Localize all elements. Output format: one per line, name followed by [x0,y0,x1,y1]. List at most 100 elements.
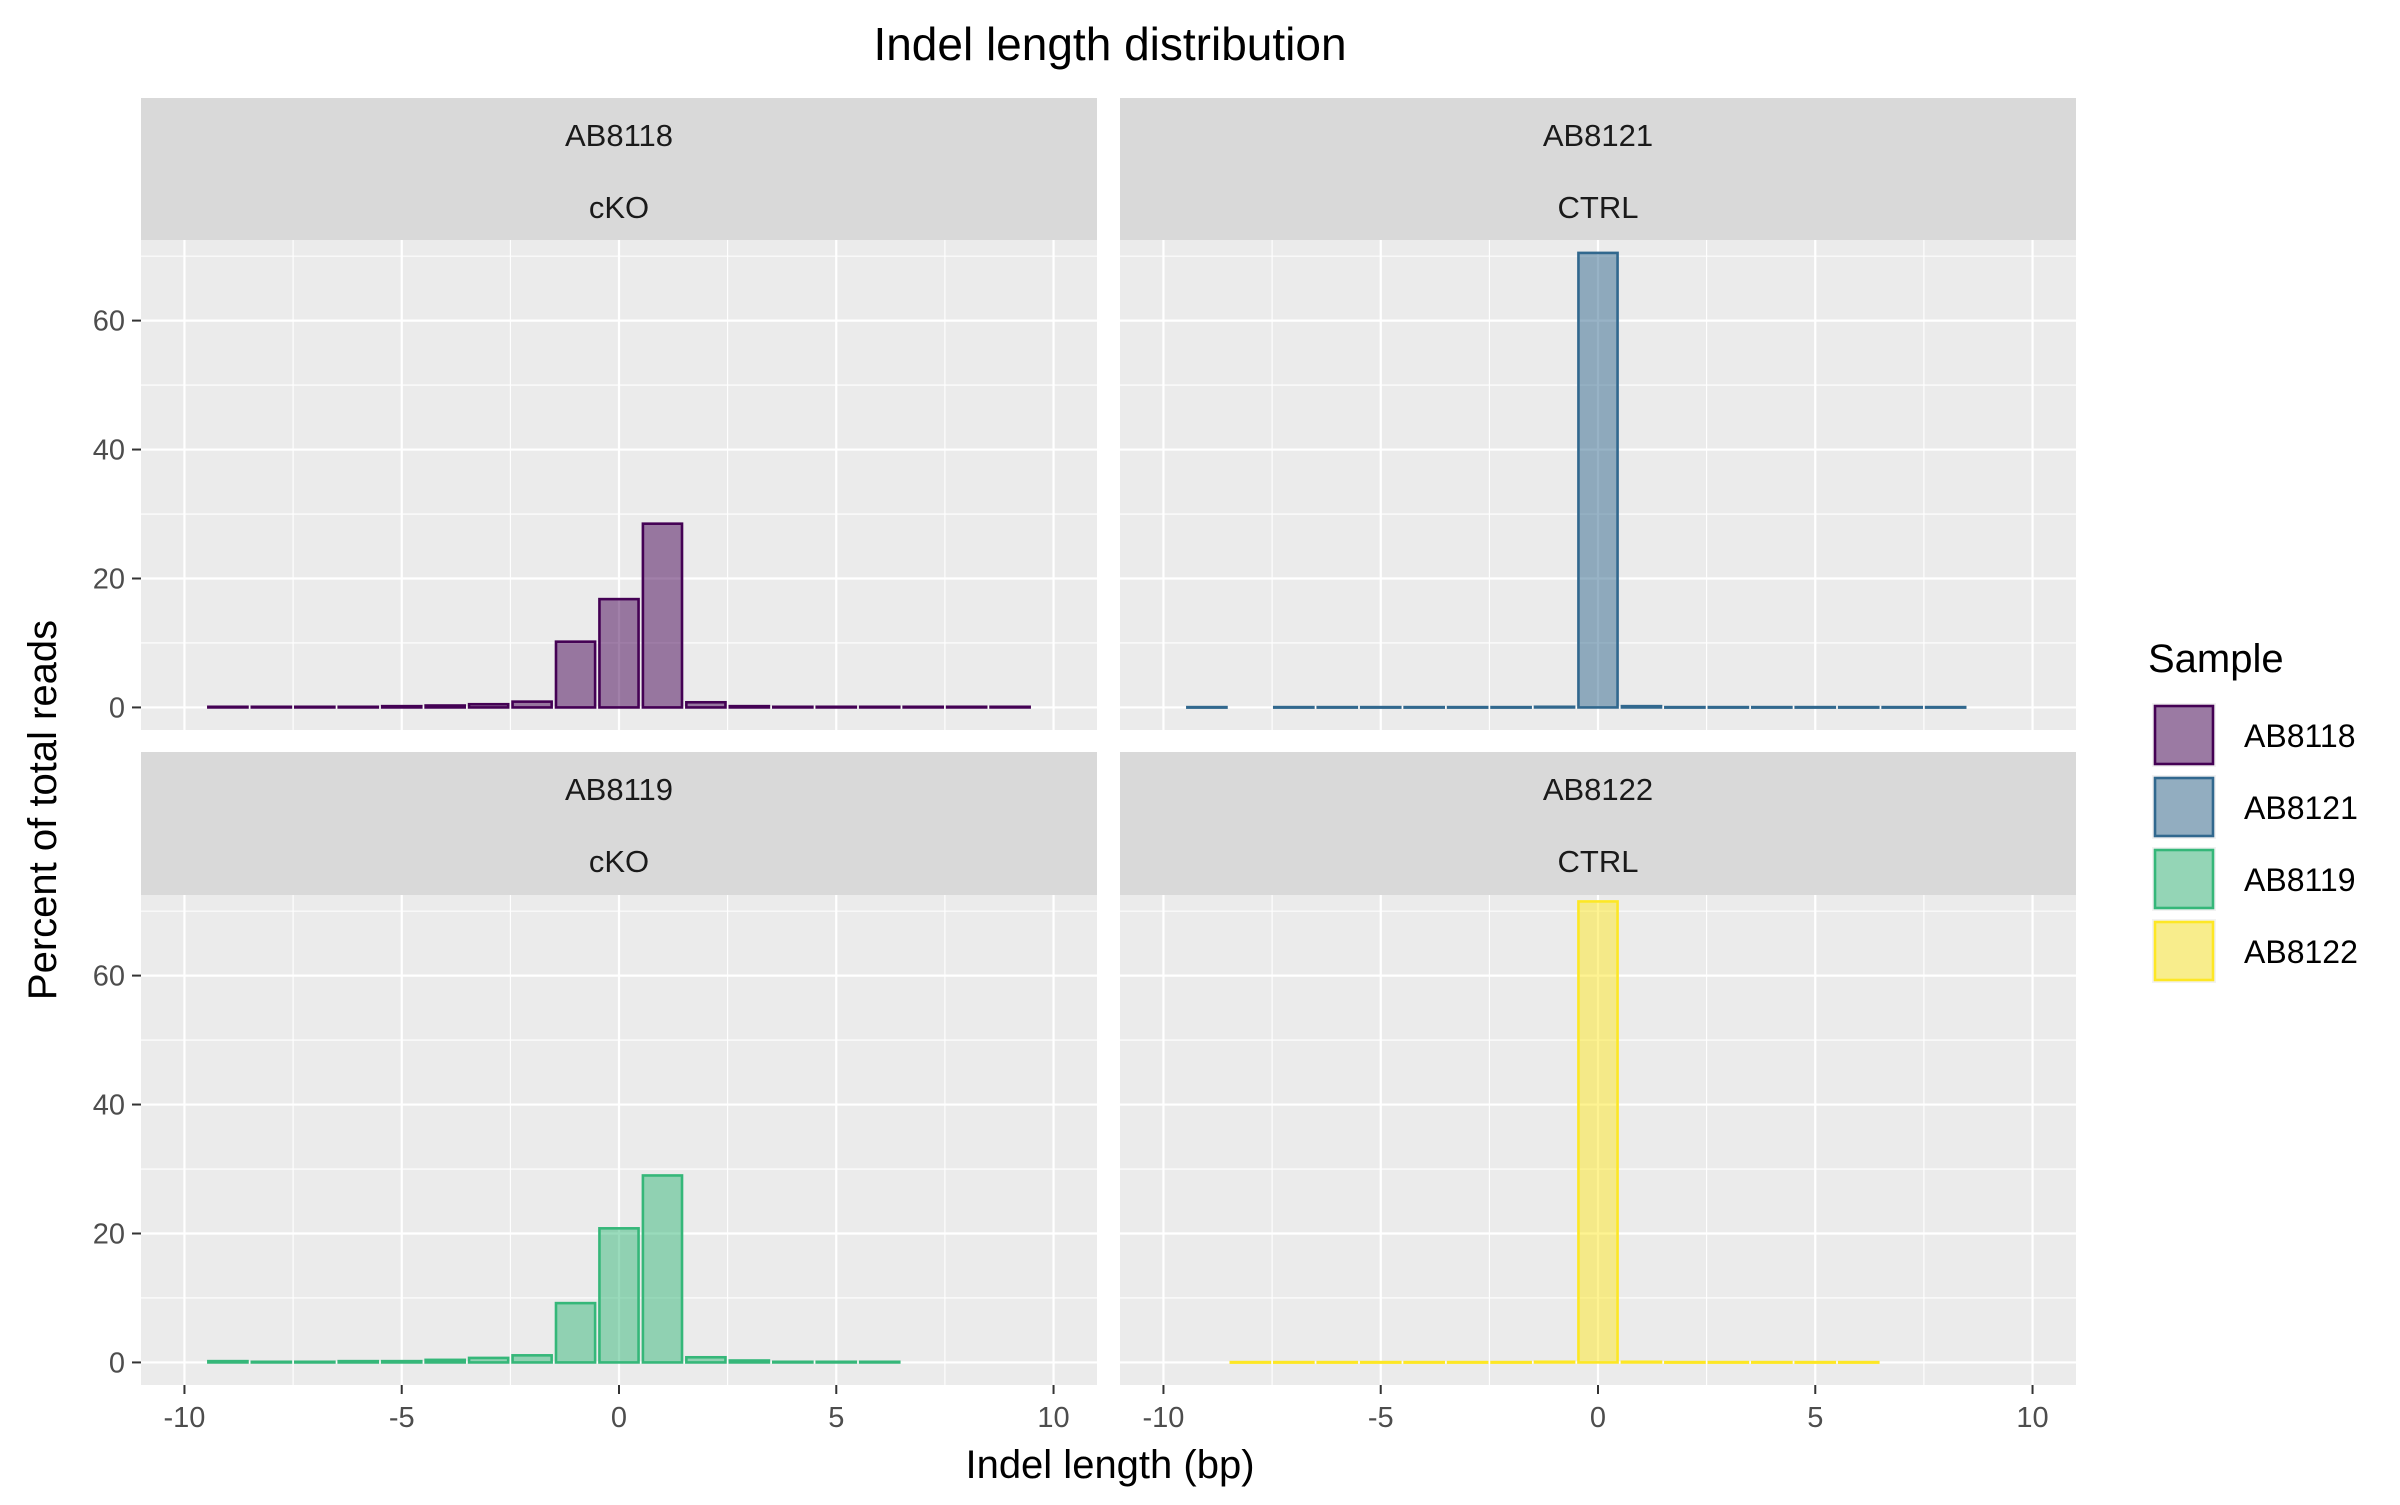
histogram-bar [1837,705,1880,709]
histogram-bar [945,705,988,709]
histogram-bar [1750,1360,1793,1364]
histogram-bar [1881,705,1924,709]
histogram-bar [858,1360,901,1364]
histogram-bar [1229,1360,1272,1364]
legend-label: AB8119 [2244,862,2356,898]
histogram-bar [380,1359,423,1364]
histogram-bar [467,1356,510,1364]
histogram-bar [1620,1360,1663,1364]
histogram-bar [1837,1360,1880,1364]
histogram-bar [728,1359,771,1364]
legend: Sample AB8118 AB8121 AB8119 AB8122 [2148,637,2358,983]
histogram-bar [1664,1360,1706,1364]
histogram-bar [380,704,423,709]
facet-strip-group-label: cKO [589,190,649,225]
facet-panel-ab8119: AB8119 cKO [141,752,1097,1385]
y-tick-label: 40 [93,1090,125,1122]
histogram-bar [424,704,467,709]
x-axis-title: Indel length (bp) [965,1443,1254,1487]
histogram-bar [1359,705,1402,709]
histogram-bar [293,1360,336,1364]
histogram-bar [1794,705,1837,709]
histogram-bar [1446,705,1489,709]
histogram-bar [424,1358,467,1364]
facet-strip-group-label: cKO [589,844,649,879]
histogram-bar [1664,705,1706,709]
facet-strip-sample-label: AB8119 [565,772,673,807]
x-tick-label: -10 [163,1402,205,1434]
histogram-bar [1794,1360,1837,1364]
histogram-bar [1316,1360,1359,1364]
histogram-bar [1316,705,1359,709]
x-tick-label: 10 [2016,1402,2048,1434]
histogram-bar [293,705,336,709]
legend-label: AB8121 [2244,790,2358,826]
histogram-bar [641,1174,684,1364]
histogram-bar [511,700,553,709]
y-tick-label: 60 [93,961,125,993]
legend-swatch [2153,776,2215,838]
legend-label: AB8122 [2244,934,2358,970]
legend-swatch [2153,920,2215,982]
histogram-bar [1272,1360,1315,1364]
facet-strip-sample-label: AB8121 [1543,118,1653,153]
legend-item-ab8118: AB8118 [2152,703,2356,767]
legend-label: AB8118 [2244,718,2356,754]
histogram-bar [1359,1360,1402,1364]
x-tick-label: -5 [1368,1402,1394,1434]
x-tick-label: -5 [389,1402,415,1434]
histogram-bar [1577,900,1619,1364]
facet-strip [1120,98,2076,240]
histogram-bar [1707,1360,1750,1364]
x-tick-label: -10 [1142,1402,1184,1434]
histogram-bar [815,705,858,709]
legend-item-ab8122: AB8122 [2152,919,2358,983]
facet-panel-ab8118: AB8118 cKO [141,98,1097,730]
histogram-bar [771,705,814,709]
histogram-bar [1707,705,1750,709]
y-tick-label: 20 [93,563,125,595]
histogram-bar [1750,705,1793,709]
histogram-bar [207,705,249,709]
x-tick-label: 0 [611,1402,627,1434]
histogram-bar [511,1354,553,1364]
histogram-bar [598,597,640,709]
facet-strip-sample-label: AB8122 [1543,772,1653,807]
x-tick-label: 5 [1807,1402,1823,1434]
histogram-bar [1186,705,1228,709]
facet-strip-group-label: CTRL [1558,190,1639,225]
x-tick-label: 0 [1590,1402,1606,1434]
y-tick-label: 40 [93,435,125,467]
histogram-bar [1490,1360,1532,1364]
histogram-bar [598,1227,640,1364]
histogram-bar [641,522,684,709]
y-axis-title: Percent of total reads [21,620,65,1000]
histogram-bar [989,705,1031,709]
legend-item-ab8121: AB8121 [2152,775,2358,839]
y-tick-label: 0 [109,1347,125,1379]
legend-swatch [2153,704,2215,766]
histogram-bar [1577,251,1619,709]
histogram-bar [250,705,293,709]
histogram-bar [1533,705,1576,709]
legend-item-ab8119: AB8119 [2152,847,2356,911]
facet-strip [141,98,1097,240]
facet-strip-sample-label: AB8118 [565,118,673,153]
facet-panel-ab8121: AB8121 CTRL [1120,98,2076,730]
histogram-bar [337,1359,380,1364]
y-tick-label: 20 [93,1218,125,1250]
histogram-bar [728,704,771,709]
facet-strip [141,752,1097,895]
histogram-bar [858,705,901,709]
histogram-bar [337,705,380,709]
histogram-bar [554,640,597,709]
histogram-bar [207,1359,249,1364]
y-axis: 0 20 40 60 0 20 40 60 [93,306,141,1379]
facet-strip-group-label: CTRL [1558,844,1639,879]
histogram-bar [1490,705,1532,709]
histogram-bar [1403,705,1446,709]
histogram-bar [815,1360,858,1364]
legend-title: Sample [2148,637,2284,681]
histogram-bar [771,1360,814,1364]
